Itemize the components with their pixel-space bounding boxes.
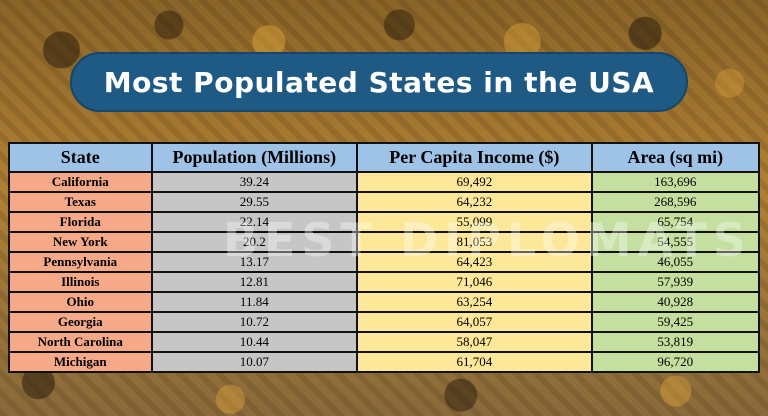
income-value: 63,254 — [356, 291, 593, 313]
states-table: State Population (Millions) Per Capita I… — [8, 142, 761, 373]
income-value: 64,423 — [356, 251, 593, 273]
area-value: 59,425 — [590, 311, 761, 333]
income-value: 58,047 — [356, 331, 593, 353]
area-value: 268,596 — [590, 191, 761, 213]
population-value: 22.14 — [150, 211, 359, 233]
table-row: Pennsylvania 13.17 64,423 46,055 — [8, 251, 761, 273]
area-value: 46,055 — [590, 251, 761, 273]
area-value: 57,939 — [590, 271, 761, 293]
population-value: 10.72 — [150, 311, 359, 333]
income-value: 61,704 — [356, 351, 593, 373]
state-name: Michigan — [8, 351, 153, 373]
title-banner: Most Populated States in the USA — [70, 52, 688, 112]
area-value: 65,754 — [590, 211, 761, 233]
table-row: Texas 29.55 64,232 268,596 — [8, 191, 761, 213]
population-value: 11.84 — [150, 291, 359, 313]
header-area: Area (sq mi) — [590, 142, 761, 173]
population-value: 39.24 — [150, 171, 359, 193]
population-value: 29.55 — [150, 191, 359, 213]
state-name: New York — [8, 231, 153, 253]
state-name: Georgia — [8, 311, 153, 333]
table-header-row: State Population (Millions) Per Capita I… — [8, 142, 761, 173]
income-value: 55,099 — [356, 211, 593, 233]
population-value: 13.17 — [150, 251, 359, 273]
table-row: New York 20.2 81,053 54,555 — [8, 231, 761, 253]
state-name: Florida — [8, 211, 153, 233]
income-value: 64,232 — [356, 191, 593, 213]
income-value: 71,046 — [356, 271, 593, 293]
table-row: North Carolina 10.44 58,047 53,819 — [8, 331, 761, 353]
area-value: 40,928 — [590, 291, 761, 313]
area-value: 54,555 — [590, 231, 761, 253]
table-row: Florida 22.14 55,099 65,754 — [8, 211, 761, 233]
income-value: 64,057 — [356, 311, 593, 333]
area-value: 53,819 — [590, 331, 761, 353]
population-value: 12.81 — [150, 271, 359, 293]
table-row: Ohio 11.84 63,254 40,928 — [8, 291, 761, 313]
area-value: 163,696 — [590, 171, 761, 193]
state-name: Texas — [8, 191, 153, 213]
income-value: 81,053 — [356, 231, 593, 253]
header-income: Per Capita Income ($) — [356, 142, 593, 173]
population-value: 10.07 — [150, 351, 359, 373]
table-row: Illinois 12.81 71,046 57,939 — [8, 271, 761, 293]
header-population: Population (Millions) — [150, 142, 359, 173]
table-row: Michigan 10.07 61,704 96,720 — [8, 351, 761, 373]
table-row: Georgia 10.72 64,057 59,425 — [8, 311, 761, 333]
state-name: California — [8, 171, 153, 193]
area-value: 96,720 — [590, 351, 761, 373]
income-value: 69,492 — [356, 171, 593, 193]
state-name: North Carolina — [8, 331, 153, 353]
state-name: Illinois — [8, 271, 153, 293]
state-name: Pennsylvania — [8, 251, 153, 273]
state-name: Ohio — [8, 291, 153, 313]
population-value: 10.44 — [150, 331, 359, 353]
table-row: California 39.24 69,492 163,696 — [8, 171, 761, 193]
page-title: Most Populated States in the USA — [103, 65, 655, 99]
population-value: 20.2 — [150, 231, 359, 253]
header-state: State — [8, 142, 153, 173]
